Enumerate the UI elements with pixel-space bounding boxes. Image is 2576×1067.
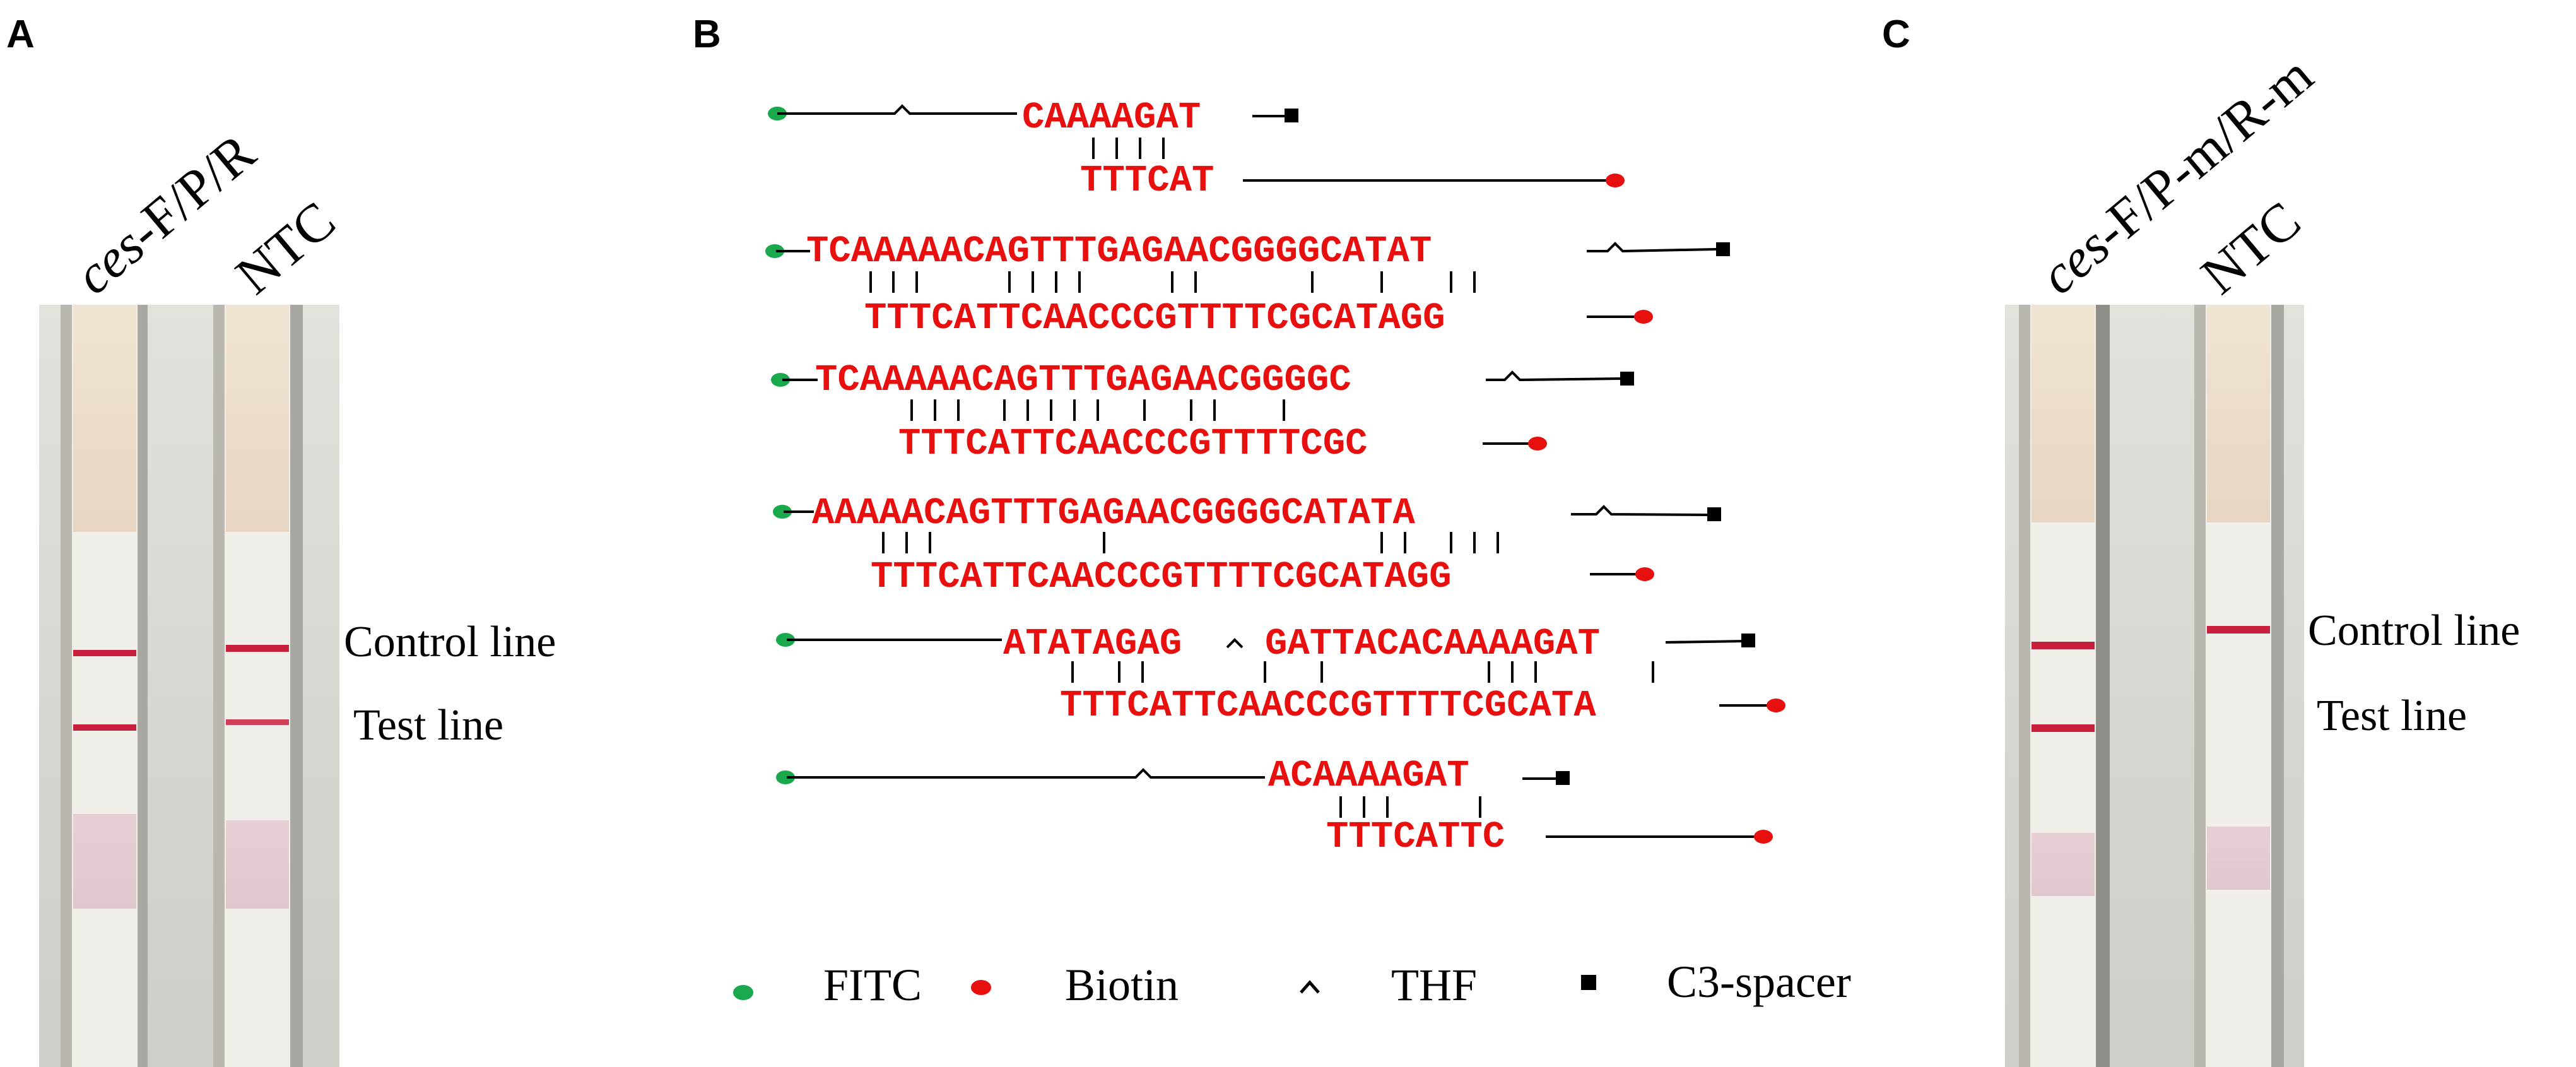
biotin-dot: [1754, 830, 1773, 844]
absorbent-pad: [73, 814, 136, 909]
top-strand: CAAAAGAT: [1022, 97, 1201, 139]
panel-c-control-line-label: Control line: [2308, 606, 2520, 655]
panel-a: A ces-F/P/R NTC: [6, 13, 556, 1067]
panel-c-letter: C: [1882, 13, 1910, 56]
test-band: [2032, 724, 2095, 732]
control-band: [2032, 642, 2095, 649]
panel-a-letter: A: [6, 13, 35, 56]
panel-b: B CAAAAGAT TTTCAT TCAAAAACAGTTTGAGAACGGG…: [693, 13, 1851, 1010]
base-pair-ticks: [869, 271, 1476, 293]
legend-c3-spacer: C3-spacer: [1667, 957, 1851, 1007]
thf-icon: [1300, 980, 1320, 994]
panel-c-photo: [2005, 305, 2304, 1067]
panel-c-strip-ntc: [2194, 305, 2284, 1067]
panel-a-test-line-label: Test line: [353, 701, 503, 750]
c3-spacer-mark: [1620, 372, 1634, 386]
c3-spacer-mark: [1556, 771, 1570, 785]
bottom-strand: TTTCATTCAACCCGTTTTCGC: [898, 423, 1368, 465]
bottom-strand: TTTCATTCAACCCGTTTTCGCATAGG: [871, 556, 1452, 598]
probe-duplex-4: AAAAACAGTTTGAGAACGGGGCATATA TTTCATTCAACC…: [773, 492, 1721, 598]
panel-c-test-line-label: Test line: [2317, 692, 2467, 740]
legend-thf: THF: [1391, 960, 1477, 1010]
bottom-strand: TTTCATTC: [1326, 816, 1505, 858]
probe-duplex-6: ACAAAAGAT TTTCATTC: [776, 755, 1773, 858]
sample-pad: [2032, 305, 2095, 522]
base-pair-ticks: [910, 399, 1285, 421]
probe-duplex-3: TCAAAAACAGTTTGAGAACGGGGC TTTCATTCAACCCGT…: [771, 359, 1634, 465]
panel-a-ntc-label: NTC: [225, 189, 346, 305]
biotin-dot: [1634, 310, 1653, 324]
panel-a-sample-label: ces-F/P/R: [64, 122, 267, 306]
panel-a-photo: [39, 305, 339, 1067]
fitc-dot: [776, 633, 795, 647]
fitc-dot: [773, 505, 792, 519]
sample-pad: [73, 305, 136, 532]
panel-b-legend: FITC Biotin THF C3-spacer: [733, 957, 1851, 1010]
sample-pad: [2207, 305, 2270, 522]
sample-pad: [226, 305, 289, 532]
top-strand: ATATAGAG: [1003, 623, 1182, 665]
base-pair-ticks: [1339, 796, 1481, 818]
absorbent-pad: [2032, 833, 2095, 896]
biotin-dot: [1767, 699, 1785, 712]
probe-duplex-5: ATATAGAG GATTACACAAAAGAT TTTCATTCAACCCGT…: [776, 623, 1785, 727]
biotin-dot: [1606, 174, 1625, 187]
control-band: [226, 645, 289, 652]
panel-c-ntc-label: NTC: [2190, 189, 2312, 305]
absorbent-pad: [2207, 827, 2270, 890]
bottom-strand: TTTCATTCAACCCGTTTTCGCATA: [1060, 685, 1596, 727]
panel-c: C ces-F/P-m/R-m NTC Con: [1882, 13, 2520, 1067]
test-band: [226, 719, 289, 725]
probe-duplex-2: TCAAAAACAGTTTGAGAACGGGGCATAT TTTCATTCAAC…: [765, 230, 1730, 339]
base-pair-ticks: [1092, 138, 1165, 159]
c3-spacer-icon: [1581, 975, 1596, 990]
panel-a-control-line-label: Control line: [344, 618, 556, 666]
biotin-dot: [1528, 437, 1547, 451]
legend-fitc: FITC: [823, 960, 922, 1010]
fitc-icon: [733, 985, 753, 1000]
top-strand: TCAAAAACAGTTTGAGAACGGGGCATAT: [806, 230, 1432, 273]
c3-spacer-mark: [1707, 507, 1721, 521]
c3-spacer-mark: [1716, 242, 1730, 256]
top-strand: TCAAAAACAGTTTGAGAACGGGGC: [815, 359, 1351, 401]
thf-mark: [1226, 638, 1244, 649]
biotin-icon: [971, 980, 991, 995]
absorbent-pad: [226, 820, 289, 909]
bottom-strand: TTTCATTCAACCCGTTTTCGCATAGG: [864, 297, 1445, 339]
base-pair-ticks: [1071, 661, 1654, 683]
base-pair-ticks: [882, 532, 1499, 553]
panel-b-letter: B: [693, 13, 721, 56]
panel-a-strip-sample: [61, 305, 148, 1067]
test-band: [73, 724, 136, 731]
top-strand: ACAAAAGAT: [1268, 755, 1469, 797]
fitc-dot: [776, 770, 795, 784]
top-strand-2: GATTACACAAAAGAT: [1265, 623, 1600, 665]
probe-duplex-1: CAAAAGAT TTTCAT: [768, 97, 1625, 202]
fitc-dot: [771, 373, 790, 387]
fitc-dot: [765, 244, 784, 258]
c3-spacer-mark: [1285, 109, 1298, 122]
panel-a-sample-rest: -F/P/R: [117, 122, 267, 261]
panel-c-strip-sample: [2019, 305, 2110, 1067]
c3-spacer-mark: [1741, 634, 1755, 647]
biotin-dot: [1635, 567, 1654, 581]
panel-a-strip-ntc: [213, 305, 303, 1067]
legend-biotin: Biotin: [1065, 960, 1179, 1010]
control-band: [73, 650, 136, 656]
control-band: [2207, 626, 2270, 634]
bottom-strand: TTTCAT: [1080, 160, 1214, 202]
panel-c-sample-label: ces-F/P-m/R-m: [2029, 44, 2324, 305]
top-strand: AAAAACAGTTTGAGAACGGGGCATATA: [812, 492, 1416, 534]
